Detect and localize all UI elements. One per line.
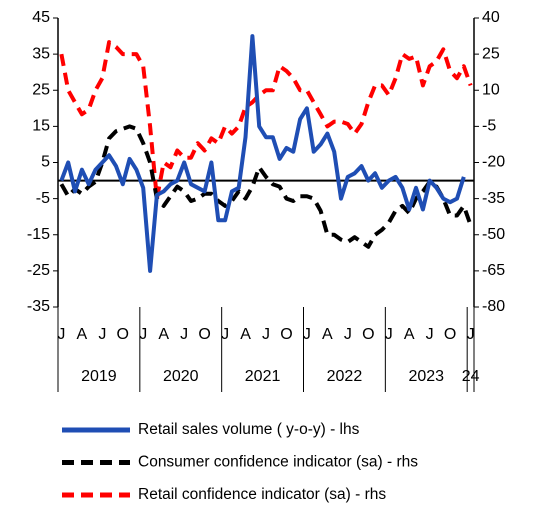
x-tick-label: O <box>280 326 292 343</box>
legend-label: Consumer confidence indicator (sa) - rhs <box>138 454 418 471</box>
x-tick-label: A <box>240 326 251 343</box>
series-line <box>59 40 473 201</box>
year-label: 2020 <box>163 368 199 385</box>
year-label: 24 <box>462 368 480 385</box>
x-tick-label: J <box>426 326 434 343</box>
x-tick-label: J <box>344 326 352 343</box>
x-tick-label: J <box>98 326 106 343</box>
y-tick-label: 35 <box>32 45 50 62</box>
y2-tick-label: 40 <box>482 9 500 26</box>
x-tick-label: J <box>57 326 65 343</box>
series-line <box>59 124 473 249</box>
x-tick-label: O <box>117 326 129 343</box>
y-tick-label: 45 <box>32 9 50 26</box>
y2-tick-label: -35 <box>482 190 505 207</box>
y-tick-label: -25 <box>27 262 50 279</box>
x-tick-label: J <box>180 326 188 343</box>
legend-label: Retail sales volume ( y-o-y) - lhs <box>138 421 360 438</box>
year-label: 2021 <box>245 368 281 385</box>
y-tick-label: 5 <box>41 154 50 171</box>
x-tick-label: O <box>362 326 374 343</box>
x-tick-label: J <box>385 326 393 343</box>
x-tick-label: A <box>77 326 88 343</box>
legend-label: Retail confidence indicator (sa) - rhs <box>138 486 386 503</box>
y2-tick-label: -5 <box>482 118 496 135</box>
y2-tick-label: -20 <box>482 154 505 171</box>
y-tick-label: 25 <box>32 81 50 98</box>
x-tick-label: A <box>404 326 415 343</box>
series-line <box>59 34 466 273</box>
x-tick-label: J <box>221 326 229 343</box>
x-tick-label: J <box>262 326 270 343</box>
y2-tick-label: -65 <box>482 262 505 279</box>
y2-tick-label: 25 <box>482 45 500 62</box>
x-tick-label: J <box>467 326 475 343</box>
x-tick-label: A <box>158 326 169 343</box>
year-label: 2023 <box>408 368 444 385</box>
year-label: 2022 <box>327 368 363 385</box>
x-tick-label: O <box>198 326 210 343</box>
x-tick-label: O <box>444 326 456 343</box>
y-tick-label: -5 <box>36 190 50 207</box>
year-label: 2019 <box>81 368 117 385</box>
y-tick-label: 15 <box>32 118 50 135</box>
y2-tick-label: 10 <box>482 81 500 98</box>
x-tick-label: J <box>303 326 311 343</box>
x-tick-label: J <box>139 326 147 343</box>
x-tick-label: A <box>322 326 333 343</box>
y2-tick-label: -50 <box>482 226 505 243</box>
y-tick-label: -35 <box>27 298 50 315</box>
y2-tick-label: -80 <box>482 298 505 315</box>
y-tick-label: -15 <box>27 226 50 243</box>
